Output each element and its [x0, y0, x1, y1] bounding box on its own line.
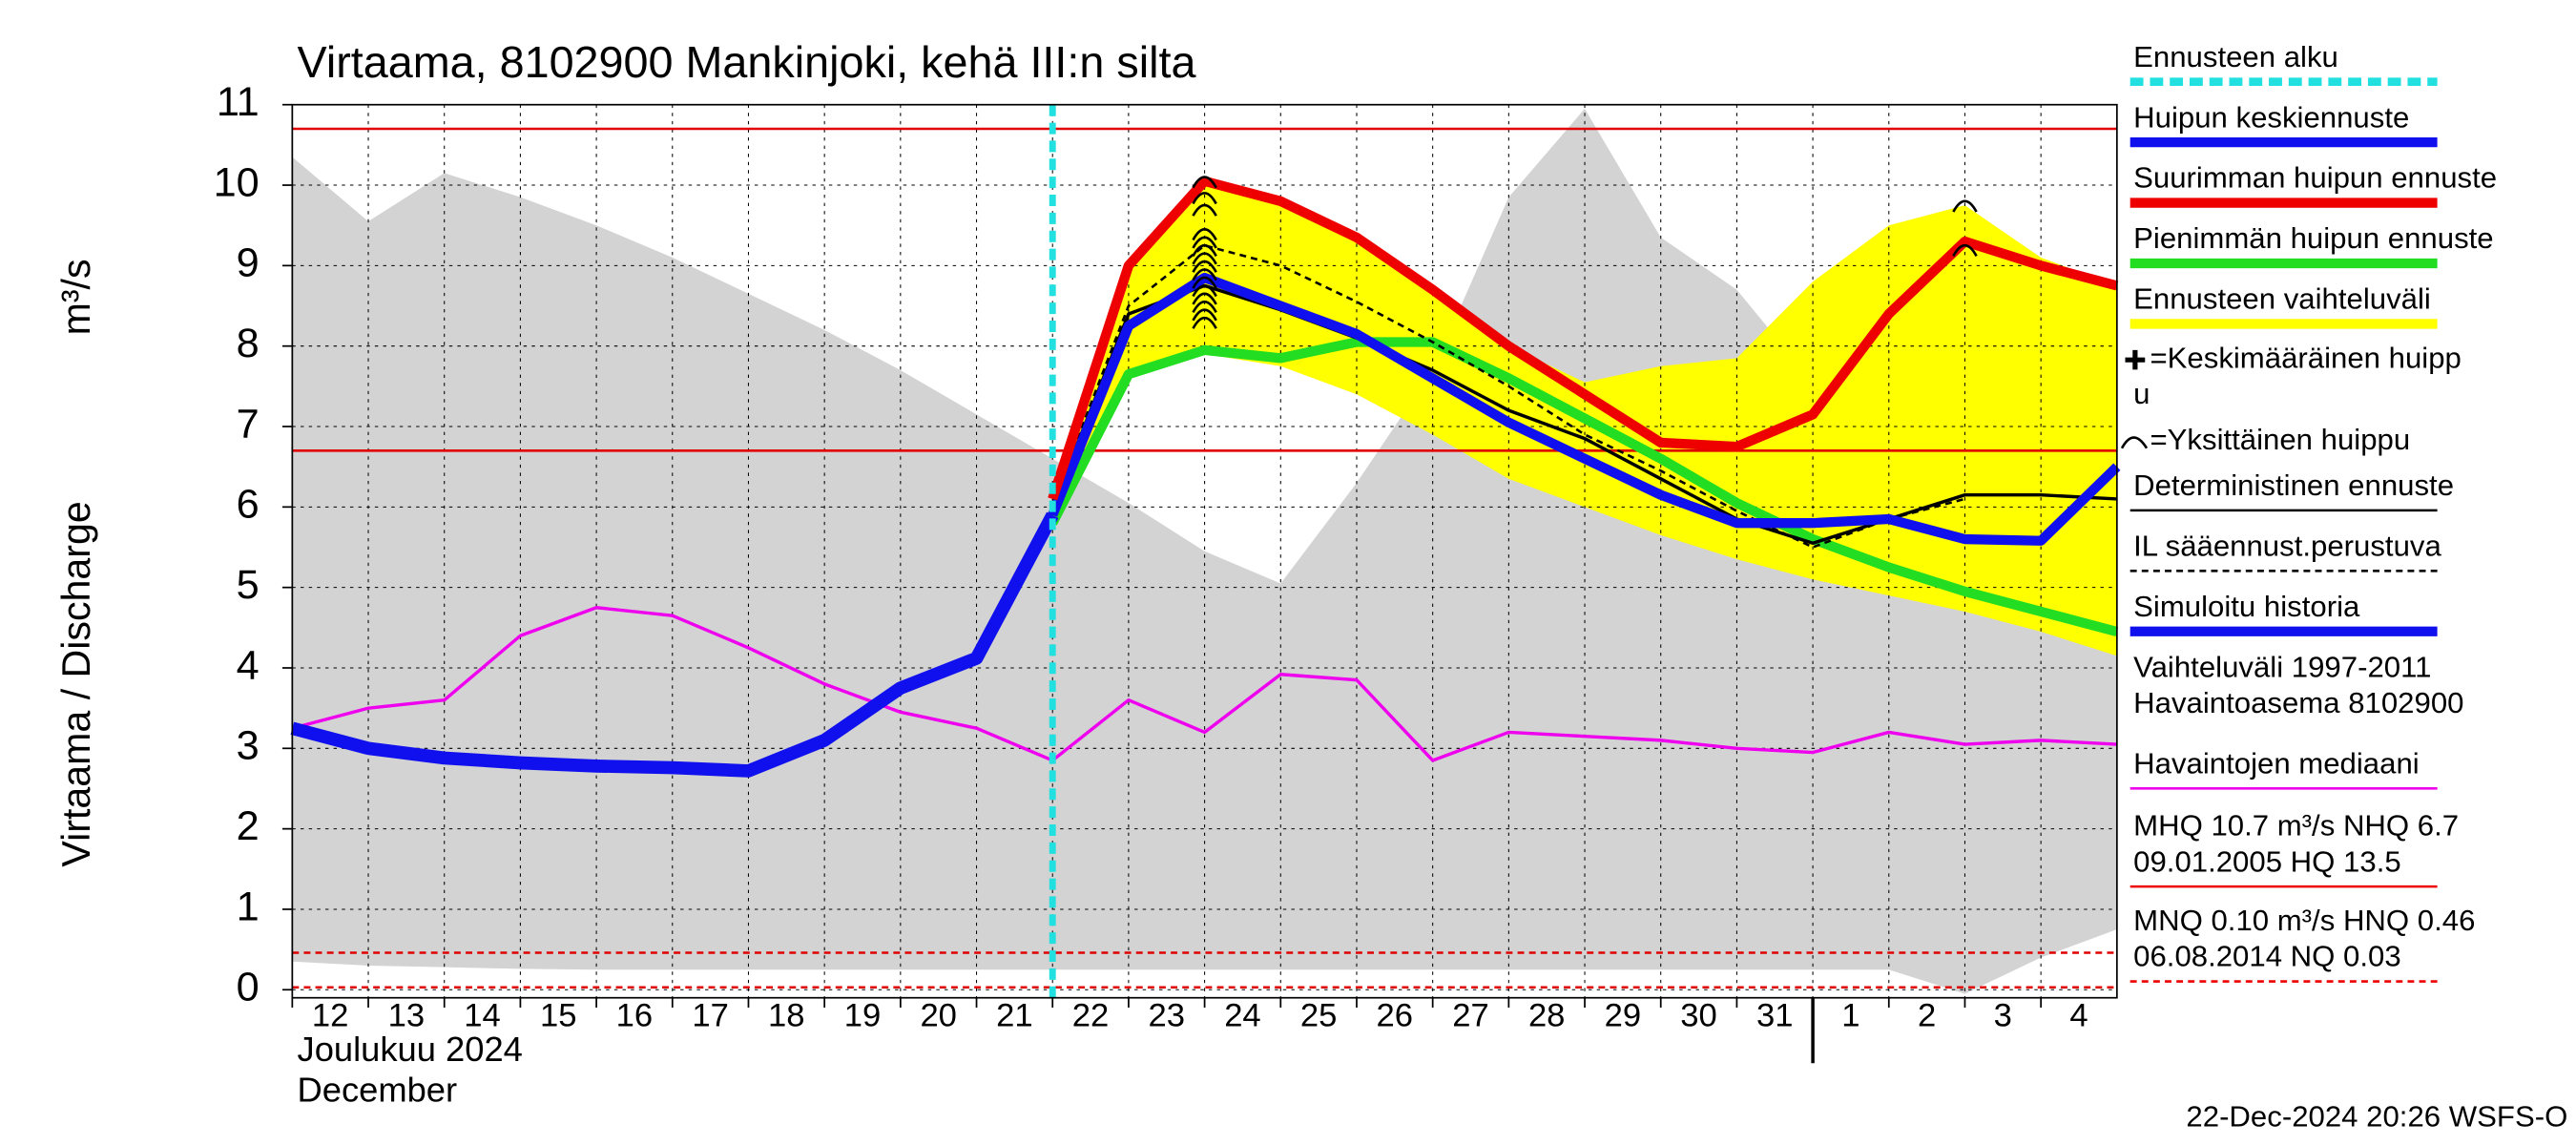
legend-label: Ennusteen vaihteluväli — [2133, 282, 2431, 316]
x-tick-label: 22 — [1072, 997, 1109, 1033]
y-tick-label: 8 — [237, 321, 260, 366]
legend-label: Havaintojen mediaani — [2133, 747, 2420, 781]
y-tick-label: 9 — [237, 240, 260, 286]
x-tick-label: 14 — [464, 997, 500, 1033]
series-line — [1048, 337, 2119, 637]
y-tick-label: 11 — [217, 79, 260, 125]
x-tick-label: 2 — [1918, 997, 1936, 1033]
peak-marker — [1192, 260, 1217, 273]
legend-label: Ennusteen alku — [2133, 40, 2338, 73]
x-tick-label: 27 — [1452, 997, 1488, 1033]
series-line — [291, 606, 2117, 762]
peak-marker — [1952, 243, 1978, 257]
x-tick-label: 31 — [1756, 997, 1793, 1033]
legend-symbol — [2120, 436, 2149, 449]
x-tick-label: 25 — [1300, 997, 1337, 1033]
y-tick-label: 5 — [237, 562, 260, 608]
y-tick-label: 6 — [237, 482, 260, 528]
x-tick-label: 30 — [1680, 997, 1716, 1033]
y-tick-label: 4 — [237, 642, 260, 688]
x-tick-label: 29 — [1605, 997, 1641, 1033]
legend-label: MNQ 0.10 m³/s HNQ 0.46 — [2133, 904, 2475, 937]
peak-marker — [1192, 316, 1217, 329]
legend-symbol — [2125, 349, 2146, 370]
x-tick-label: 16 — [616, 997, 653, 1033]
series-line — [1048, 272, 2121, 546]
peak-marker — [1192, 276, 1217, 289]
x-tick-label: 19 — [844, 997, 881, 1033]
x-tick-label: 26 — [1377, 997, 1413, 1033]
legend-label: Pienimmän huipun ennuste — [2133, 221, 2493, 255]
legend-label: Deterministinen ennuste — [2133, 468, 2454, 502]
y-tick-label: 3 — [237, 723, 260, 769]
peak-marker — [1192, 176, 1217, 189]
y-axis-unit: m³/s — [54, 259, 98, 335]
chart-title: Virtaama, 8102900 Mankinjoki, kehä III:n… — [298, 37, 1196, 87]
x-tick-label: 13 — [388, 997, 425, 1033]
y-tick-label: 1 — [237, 884, 260, 929]
peak-marker — [1192, 228, 1217, 241]
peak-marker — [1192, 308, 1217, 322]
plot-frame — [291, 103, 2118, 999]
y-tick-label: 7 — [237, 402, 260, 448]
legend-label: IL sääennust.perustuva — [2133, 530, 2441, 563]
peak-marker — [1952, 199, 1978, 213]
legend-label: Havaintoasema 8102900 — [2133, 686, 2463, 719]
legend-label: Simuloitu historia — [2133, 590, 2360, 623]
x-tick-label: 28 — [1528, 997, 1565, 1033]
x-tick-label: 20 — [920, 997, 956, 1033]
month-label-en: December — [298, 1071, 458, 1110]
x-tick-label: 24 — [1224, 997, 1260, 1033]
legend-label: =Yksittäinen huippu — [2150, 423, 2410, 456]
legend-label: u — [2133, 377, 2150, 410]
x-tick-label: 21 — [996, 997, 1032, 1033]
y-axis-label: Virtaama / Discharge — [54, 501, 98, 866]
x-tick-label: 15 — [540, 997, 576, 1033]
legend-label: MHQ 10.7 m³/s NHQ 6.7 — [2133, 809, 2459, 843]
series-line — [1048, 176, 2119, 501]
x-tick-label: 23 — [1149, 997, 1185, 1033]
legend-label: 06.08.2014 NQ 0.03 — [2133, 940, 2401, 973]
peak-marker — [1192, 243, 1217, 257]
month-label: Joulukuu 2024 — [298, 1030, 523, 1069]
x-tick-label: 12 — [312, 997, 348, 1033]
peak-marker — [1192, 236, 1217, 249]
series-line — [290, 511, 1059, 778]
peak-marker — [1192, 284, 1217, 298]
x-tick-label: 4 — [2069, 997, 2088, 1033]
y-tick-label: 10 — [214, 160, 260, 206]
peak-marker — [1192, 292, 1217, 305]
y-tick-label: 0 — [237, 965, 260, 1010]
legend-label: 09.01.2005 HQ 13.5 — [2133, 844, 2401, 878]
legend-label: Vaihteluväli 1997-2011 — [2133, 650, 2431, 683]
peak-marker — [1192, 252, 1217, 265]
x-tick-label: 18 — [768, 997, 804, 1033]
y-tick-label: 2 — [237, 803, 260, 849]
legend-label: Huipun keskiennuste — [2133, 100, 2409, 134]
peak-marker — [1192, 203, 1217, 217]
series-line — [1051, 243, 1965, 549]
series-line — [1050, 283, 2117, 545]
x-tick-label: 1 — [1841, 997, 1859, 1033]
legend-label: =Keskimääräinen huipp — [2150, 341, 2461, 374]
peak-marker — [1192, 300, 1217, 314]
peak-marker — [1192, 192, 1217, 205]
peak-marker — [1192, 268, 1217, 281]
x-tick-label: 17 — [692, 997, 728, 1033]
x-tick-label: 3 — [1994, 997, 2012, 1033]
footer: 22-Dec-2024 20:26 WSFS-O — [2186, 1100, 2567, 1134]
legend-label: Suurimman huipun ennuste — [2133, 161, 2497, 195]
